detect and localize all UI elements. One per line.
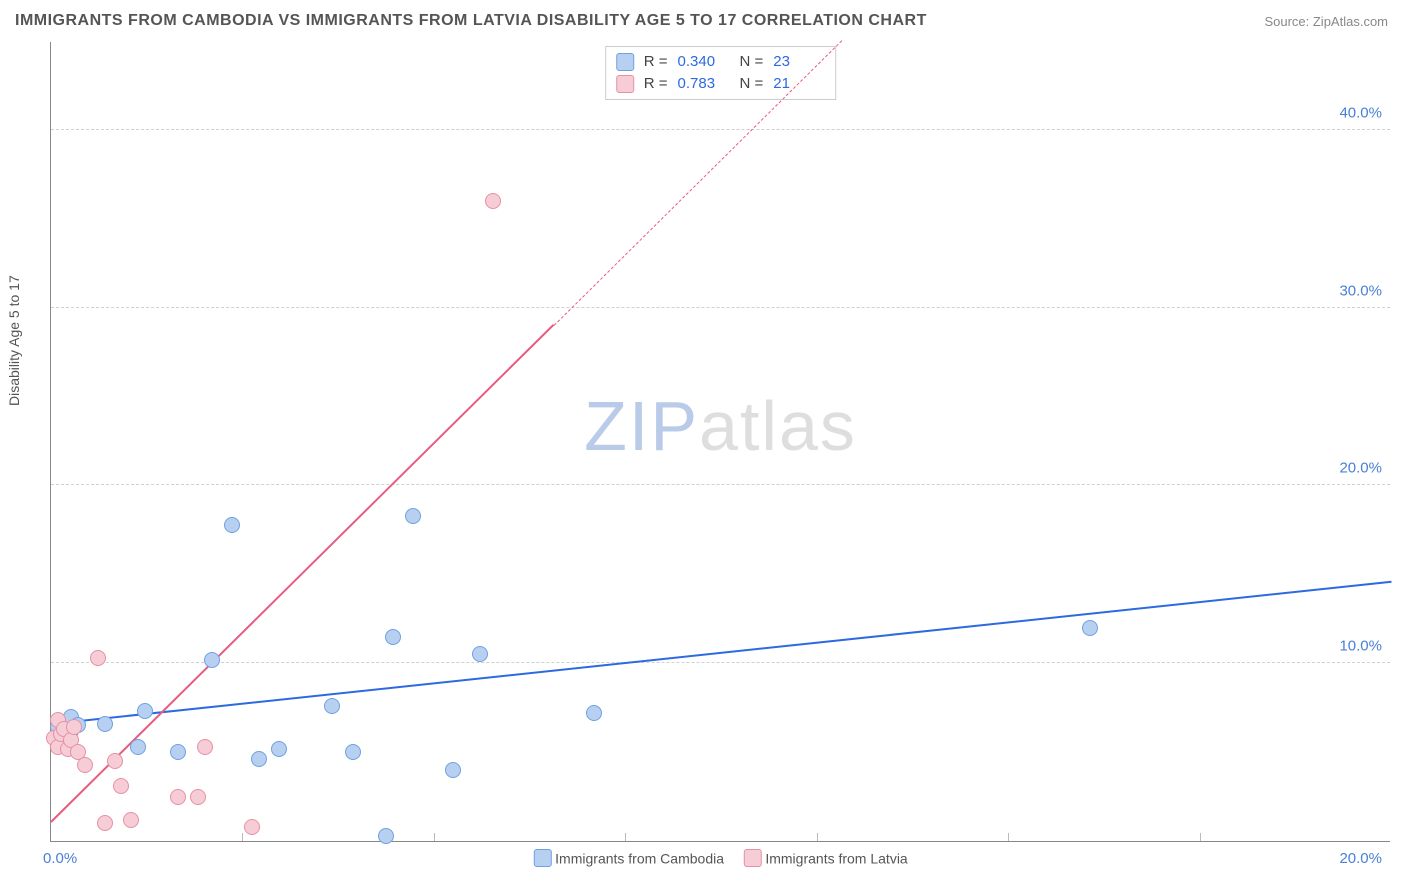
data-point-cambodia <box>385 629 401 645</box>
chart-container: IMMIGRANTS FROM CAMBODIA VS IMMIGRANTS F… <box>0 0 1406 892</box>
data-point-latvia <box>90 650 106 666</box>
data-point-cambodia <box>324 698 340 714</box>
x-minor-tick <box>625 833 626 841</box>
data-point-cambodia <box>224 517 240 533</box>
chart-title: IMMIGRANTS FROM CAMBODIA VS IMMIGRANTS F… <box>15 12 927 30</box>
y-tick-label: 40.0% <box>1339 104 1382 121</box>
source-label: Source: ZipAtlas.com <box>1264 14 1388 29</box>
data-point-cambodia <box>137 703 153 719</box>
data-point-cambodia <box>586 705 602 721</box>
data-point-latvia <box>197 739 213 755</box>
data-point-cambodia <box>1082 620 1098 636</box>
data-point-cambodia <box>251 751 267 767</box>
data-point-latvia <box>170 789 186 805</box>
trend-line <box>50 324 554 823</box>
stats-row-latvia: R = 0.783 N = 21 <box>616 73 826 95</box>
data-point-latvia <box>77 757 93 773</box>
x-tick-max: 20.0% <box>1339 850 1382 867</box>
x-minor-tick <box>817 833 818 841</box>
x-minor-tick <box>1200 833 1201 841</box>
stats-legend: R = 0.340 N = 23 R = 0.783 N = 21 <box>605 46 837 100</box>
grid-line <box>51 484 1390 485</box>
x-minor-tick <box>434 833 435 841</box>
trend-line <box>51 581 1391 725</box>
x-minor-tick <box>242 833 243 841</box>
data-point-latvia <box>107 753 123 769</box>
data-point-latvia <box>244 819 260 835</box>
y-tick-label: 10.0% <box>1339 638 1382 655</box>
grid-line <box>51 307 1390 308</box>
data-point-latvia <box>66 719 82 735</box>
stats-row-cambodia: R = 0.340 N = 23 <box>616 51 826 73</box>
swatch-cambodia <box>616 53 634 71</box>
data-point-latvia <box>190 789 206 805</box>
swatch-latvia <box>616 75 634 93</box>
data-point-latvia <box>113 778 129 794</box>
x-minor-tick <box>1008 833 1009 841</box>
data-point-cambodia <box>170 744 186 760</box>
grid-line <box>51 662 1390 663</box>
data-point-cambodia <box>130 739 146 755</box>
data-point-cambodia <box>378 828 394 844</box>
data-point-cambodia <box>405 508 421 524</box>
data-point-cambodia <box>445 762 461 778</box>
y-axis-label: Disability Age 5 to 17 <box>6 275 22 406</box>
swatch-cambodia <box>533 849 551 867</box>
data-point-cambodia <box>472 646 488 662</box>
swatch-latvia <box>743 849 761 867</box>
plot-area: ZIPatlas R = 0.340 N = 23 R = 0.783 N = … <box>50 42 1390 842</box>
data-point-cambodia <box>271 741 287 757</box>
y-tick-label: 20.0% <box>1339 460 1382 477</box>
grid-line <box>51 129 1390 130</box>
y-tick-label: 30.0% <box>1339 282 1382 299</box>
data-point-cambodia <box>204 652 220 668</box>
data-point-latvia <box>123 812 139 828</box>
data-point-cambodia <box>97 716 113 732</box>
watermark: ZIPatlas <box>584 386 857 466</box>
data-point-latvia <box>485 193 501 209</box>
series-legend: Immigrants from Cambodia Immigrants from… <box>533 849 907 867</box>
data-point-latvia <box>97 815 113 831</box>
x-tick-min: 0.0% <box>43 850 77 867</box>
data-point-cambodia <box>345 744 361 760</box>
